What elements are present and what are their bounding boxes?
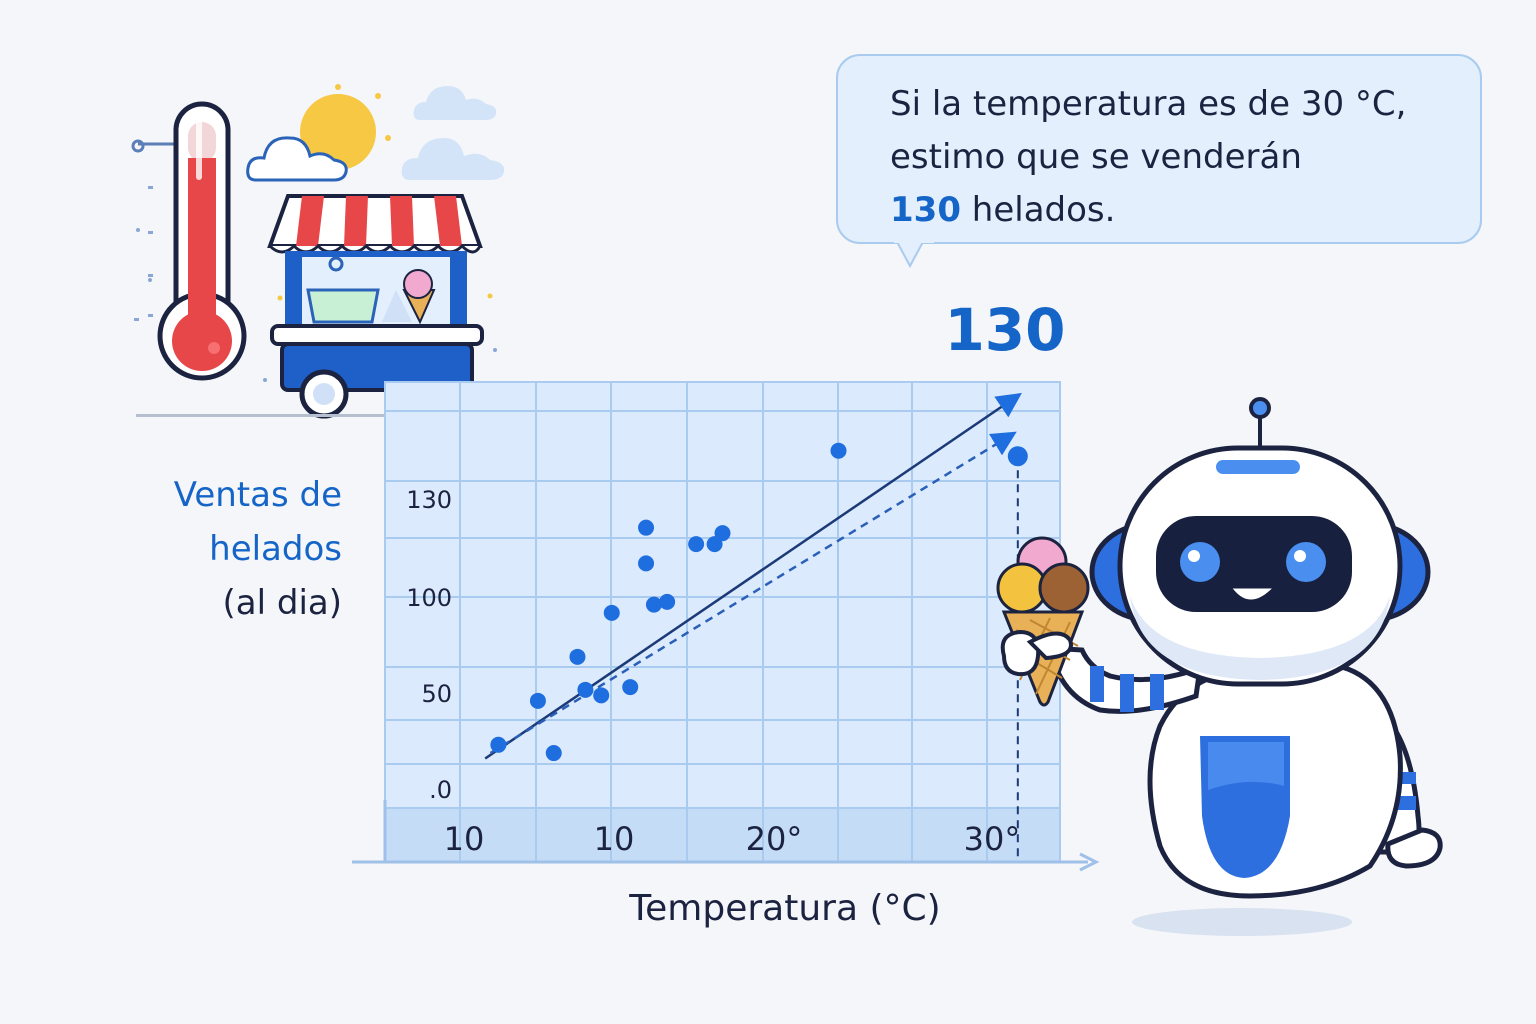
prediction-marker <box>1007 446 1028 467</box>
cloud-icon <box>401 138 505 180</box>
data-point <box>529 692 546 709</box>
thermometer-icon <box>131 101 247 381</box>
x-tick-label: 20° <box>746 820 803 858</box>
prediction-point <box>1007 446 1028 467</box>
x-axis-label: Temperatura (°C) <box>629 888 941 929</box>
x-tick-label: 10 <box>444 820 485 858</box>
tick-labels: .0 50 100 130 10 10 20° 30° <box>406 486 1020 858</box>
data-point <box>603 604 620 621</box>
data-point <box>545 745 562 762</box>
plot-background <box>384 381 1061 863</box>
speech-line-3: 130 helados. <box>890 184 1450 237</box>
data-point <box>638 519 655 536</box>
cloud-icon <box>246 136 348 182</box>
speech-bubble: Si la temperatura es de 30 °C, estimo qu… <box>836 54 1482 244</box>
data-point <box>659 593 676 610</box>
data-point <box>577 681 594 698</box>
ice-cream-cone-icon <box>996 536 1090 707</box>
data-point <box>569 648 586 665</box>
sun-icon <box>300 84 391 170</box>
data-point <box>706 536 723 553</box>
prediction-value-label: 130 <box>944 296 1066 364</box>
data-point <box>490 736 507 753</box>
robot-icon <box>1046 397 1443 936</box>
y-tick-label: 130 <box>406 486 452 514</box>
speech-unit: helados. <box>971 190 1116 230</box>
grid <box>385 382 1060 862</box>
speech-value: 130 <box>890 190 961 230</box>
speech-line-2: estimo que se venderán <box>890 137 1302 177</box>
trend-line <box>489 431 1017 755</box>
x-tick-label: 30° <box>964 820 1021 858</box>
trend-lines <box>484 392 1022 760</box>
y-tick-label: .0 <box>429 776 452 804</box>
y-axis-label-line-3: (al dia) <box>222 583 342 623</box>
x-axis-band <box>384 807 1061 863</box>
y-axis-label-line-2: helados <box>209 529 342 569</box>
speech-line-1: Si la temperatura es de 30 °C, <box>890 84 1407 124</box>
y-axis-label: Ventas de helados (al dia) <box>100 468 342 630</box>
trend-line <box>484 392 1022 760</box>
data-point <box>830 442 847 459</box>
data-point <box>688 536 705 553</box>
x-axis-arrow-icon <box>1079 852 1100 872</box>
y-axis-label-line-1: Ventas de <box>173 475 342 515</box>
data-points <box>490 442 847 762</box>
data-point <box>714 525 731 542</box>
y-tick-label: 100 <box>406 584 452 612</box>
data-point <box>638 555 655 572</box>
ice-cream-cart-icon <box>267 194 484 420</box>
cloud-icon <box>413 86 497 120</box>
data-point <box>622 679 639 696</box>
y-tick-label: 50 <box>421 680 452 708</box>
x-tick-label: 10 <box>594 820 635 858</box>
data-point <box>645 596 662 613</box>
speech-bubble-tail <box>894 240 934 269</box>
data-point <box>593 687 610 704</box>
cart-ground-line <box>136 414 492 417</box>
